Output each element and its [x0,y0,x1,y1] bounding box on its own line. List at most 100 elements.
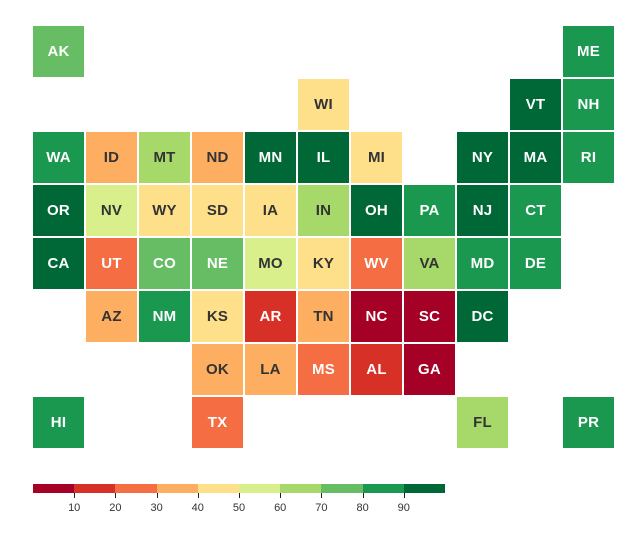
state-tile-de[interactable]: DE [510,238,561,289]
legend-swatch [321,484,364,493]
legend-tick [115,493,117,498]
state-label: AR [259,308,282,325]
state-label: IN [315,202,332,219]
state-tile-mi[interactable]: MI [351,132,402,183]
state-tile-ak[interactable]: AK [33,26,84,77]
state-tile-va[interactable]: VA [404,238,455,289]
state-tile-dc[interactable]: DC [457,291,508,342]
state-tile-ga[interactable]: GA [404,344,455,395]
state-tile-oh[interactable]: OH [351,185,402,236]
state-tile-ok[interactable]: OK [192,344,243,395]
state-tile-ks[interactable]: KS [192,291,243,342]
state-label: ND [206,149,229,166]
state-tile-or[interactable]: OR [33,185,84,236]
state-tile-md[interactable]: MD [457,238,508,289]
state-label: IL [316,149,331,166]
state-tile-nd[interactable]: ND [192,132,243,183]
state-tile-tn[interactable]: TN [298,291,349,342]
state-tile-mt[interactable]: MT [139,132,190,183]
legend-tick-label: 90 [397,502,410,514]
state-tile-wy[interactable]: WY [139,185,190,236]
state-tile-ia[interactable]: IA [245,185,296,236]
state-label: ID [103,149,120,166]
state-label: NC [365,308,388,325]
legend-swatch [156,484,199,493]
state-label: OK [206,361,229,378]
state-label: GA [418,361,441,378]
state-label: VA [419,255,440,272]
state-label: DC [471,308,494,325]
state-tile-wi[interactable]: WI [298,79,349,130]
legend-tick [403,493,405,498]
state-tile-ms[interactable]: MS [298,344,349,395]
state-tile-id[interactable]: ID [86,132,137,183]
state-tile-pr[interactable]: PR [563,397,614,448]
state-tile-ma[interactable]: MA [510,132,561,183]
state-label: WA [46,149,71,166]
state-label: MA [523,149,548,166]
state-label: IA [262,202,279,219]
state-label: TN [313,308,334,325]
legend-swatch [115,484,158,493]
state-label: MD [470,255,495,272]
state-tile-nh[interactable]: NH [563,79,614,130]
state-tile-mo[interactable]: MO [245,238,296,289]
state-label: ME [577,43,600,60]
state-tile-vt[interactable]: VT [510,79,561,130]
state-label: CO [153,255,176,272]
state-tile-ar[interactable]: AR [245,291,296,342]
state-label: MO [258,255,283,272]
legend-tick [197,493,199,498]
state-tile-wa[interactable]: WA [33,132,84,183]
state-label: SC [418,308,441,325]
state-label: HI [50,414,67,431]
state-tile-in[interactable]: IN [298,185,349,236]
state-label: NE [206,255,229,272]
state-tile-az[interactable]: AZ [86,291,137,342]
state-tile-ky[interactable]: KY [298,238,349,289]
state-tile-wv[interactable]: WV [351,238,402,289]
state-tile-nj[interactable]: NJ [457,185,508,236]
state-tile-il[interactable]: IL [298,132,349,183]
legend-swatch [280,484,322,493]
legend-swatch [197,484,240,493]
state-tile-tx[interactable]: TX [192,397,243,448]
state-tile-co[interactable]: CO [139,238,190,289]
state-label: OR [47,202,70,219]
state-tile-nc[interactable]: NC [351,291,402,342]
legend-tick [74,493,76,498]
legend-swatch [33,484,75,493]
state-label: NH [577,96,600,113]
state-label: UT [101,255,122,272]
state-tile-ca[interactable]: CA [33,238,84,289]
state-tile-ny[interactable]: NY [457,132,508,183]
state-label: VT [525,96,546,113]
state-label: NY [471,149,494,166]
state-tile-ct[interactable]: CT [510,185,561,236]
state-tile-hi[interactable]: HI [33,397,84,448]
legend-tick [156,493,158,498]
state-tile-sc[interactable]: SC [404,291,455,342]
state-label: KY [312,255,335,272]
legend-tick [362,493,364,498]
state-label: NJ [472,202,493,219]
legend-tick-label: 70 [315,502,328,514]
state-tile-nv[interactable]: NV [86,185,137,236]
state-label: CT [525,202,546,219]
state-tile-al[interactable]: AL [351,344,402,395]
state-tile-la[interactable]: LA [245,344,296,395]
state-label: WY [152,202,177,219]
state-tile-sd[interactable]: SD [192,185,243,236]
state-tile-ut[interactable]: UT [86,238,137,289]
state-label: PA [419,202,440,219]
state-label: AL [366,361,387,378]
state-tile-me[interactable]: ME [563,26,614,77]
state-label: DE [524,255,547,272]
state-tile-ri[interactable]: RI [563,132,614,183]
state-label: NM [152,308,177,325]
state-tile-pa[interactable]: PA [404,185,455,236]
state-tile-fl[interactable]: FL [457,397,508,448]
state-tile-ne[interactable]: NE [192,238,243,289]
state-tile-mn[interactable]: MN [245,132,296,183]
state-tile-nm[interactable]: NM [139,291,190,342]
